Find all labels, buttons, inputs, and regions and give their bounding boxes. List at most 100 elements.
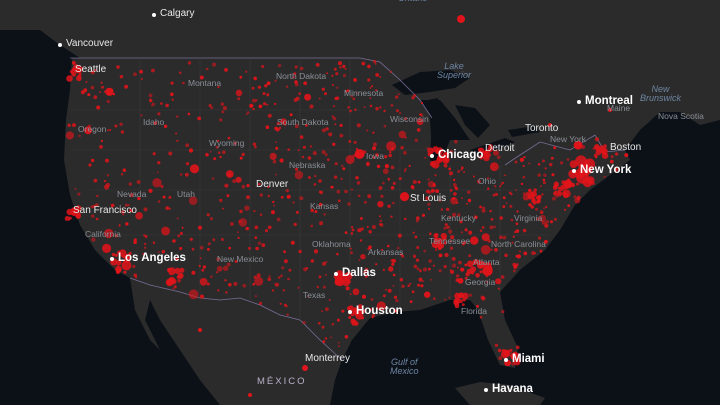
case-marker[interactable] [144,242,147,246]
case-marker[interactable] [302,365,308,371]
case-marker[interactable] [513,231,517,234]
case-marker[interactable] [473,215,477,219]
case-marker[interactable] [254,295,257,298]
case-marker[interactable] [275,141,278,144]
case-marker[interactable] [273,204,276,207]
case-marker[interactable] [403,151,407,155]
case-marker[interactable] [499,185,502,188]
case-marker[interactable] [222,106,227,110]
case-marker[interactable] [382,268,386,272]
case-marker[interactable] [461,197,463,200]
case-marker[interactable] [395,95,399,99]
case-marker[interactable] [479,154,484,159]
case-marker[interactable] [225,291,228,294]
case-marker[interactable] [332,142,336,146]
case-marker[interactable] [321,150,326,155]
case-marker[interactable] [319,221,324,226]
case-marker[interactable] [290,240,295,245]
case-marker[interactable] [457,15,465,23]
case-marker[interactable] [554,190,558,193]
case-marker[interactable] [239,156,243,160]
case-marker[interactable] [168,195,172,199]
case-marker[interactable] [475,259,480,264]
case-marker[interactable] [399,278,404,282]
case-marker[interactable] [450,235,455,240]
case-marker[interactable] [427,178,430,181]
case-marker[interactable] [425,196,430,201]
case-marker[interactable] [334,162,338,166]
case-marker[interactable] [253,76,257,81]
case-marker[interactable] [494,248,498,252]
case-marker[interactable] [122,168,127,172]
case-marker[interactable] [321,87,325,91]
case-marker[interactable] [422,280,424,283]
case-marker[interactable] [182,81,185,85]
case-marker[interactable] [534,252,537,255]
case-marker[interactable] [423,249,427,253]
case-marker[interactable] [455,278,460,282]
case-marker[interactable] [460,267,465,272]
case-marker[interactable] [415,216,420,221]
case-marker[interactable] [293,222,297,227]
case-marker[interactable] [432,182,436,186]
case-marker[interactable] [409,282,412,285]
case-marker[interactable] [275,146,279,150]
case-marker[interactable] [440,208,444,211]
case-marker[interactable] [350,313,354,317]
case-marker[interactable] [347,202,351,206]
case-marker[interactable] [346,279,351,284]
case-marker[interactable] [482,265,493,276]
case-marker[interactable] [399,192,410,202]
case-marker[interactable] [149,98,153,103]
case-marker[interactable] [454,139,458,144]
case-marker[interactable] [410,185,415,189]
case-marker[interactable] [464,263,468,267]
case-marker[interactable] [258,183,261,186]
case-marker[interactable] [114,234,119,238]
case-marker[interactable] [318,97,321,100]
case-marker[interactable] [413,264,418,269]
case-marker[interactable] [254,225,259,230]
case-marker[interactable] [151,102,155,106]
case-marker[interactable] [398,177,402,181]
case-marker[interactable] [510,193,513,196]
case-marker[interactable] [379,215,381,218]
case-marker[interactable] [288,268,292,272]
case-marker[interactable] [241,184,246,189]
case-marker[interactable] [224,183,229,188]
case-marker[interactable] [163,124,168,128]
case-marker[interactable] [199,294,205,299]
case-marker[interactable] [522,228,527,233]
case-marker[interactable] [71,61,76,65]
case-marker[interactable] [179,232,183,235]
case-marker[interactable] [161,250,165,254]
case-marker[interactable] [449,216,452,219]
case-marker[interactable] [324,337,328,340]
case-marker[interactable] [143,234,146,237]
case-marker[interactable] [539,210,544,214]
case-marker[interactable] [535,207,539,211]
case-marker[interactable] [275,127,280,132]
case-marker[interactable] [135,212,143,220]
case-marker[interactable] [564,208,567,211]
case-marker[interactable] [109,129,112,131]
case-marker[interactable] [412,254,416,258]
case-marker[interactable] [334,279,342,286]
case-marker[interactable] [331,323,335,326]
case-marker[interactable] [180,173,183,176]
case-marker[interactable] [314,175,317,178]
case-marker[interactable] [326,72,329,75]
case-marker[interactable] [189,164,200,174]
case-marker[interactable] [489,225,494,230]
case-marker[interactable] [64,216,70,221]
case-marker[interactable] [594,146,598,149]
case-marker[interactable] [401,284,405,288]
case-marker[interactable] [238,219,242,224]
case-marker[interactable] [162,195,166,199]
case-marker[interactable] [116,65,120,69]
case-marker[interactable] [271,210,275,215]
case-marker[interactable] [184,172,189,177]
case-marker[interactable] [350,232,354,235]
case-marker[interactable] [435,248,438,252]
case-marker[interactable] [573,140,583,150]
